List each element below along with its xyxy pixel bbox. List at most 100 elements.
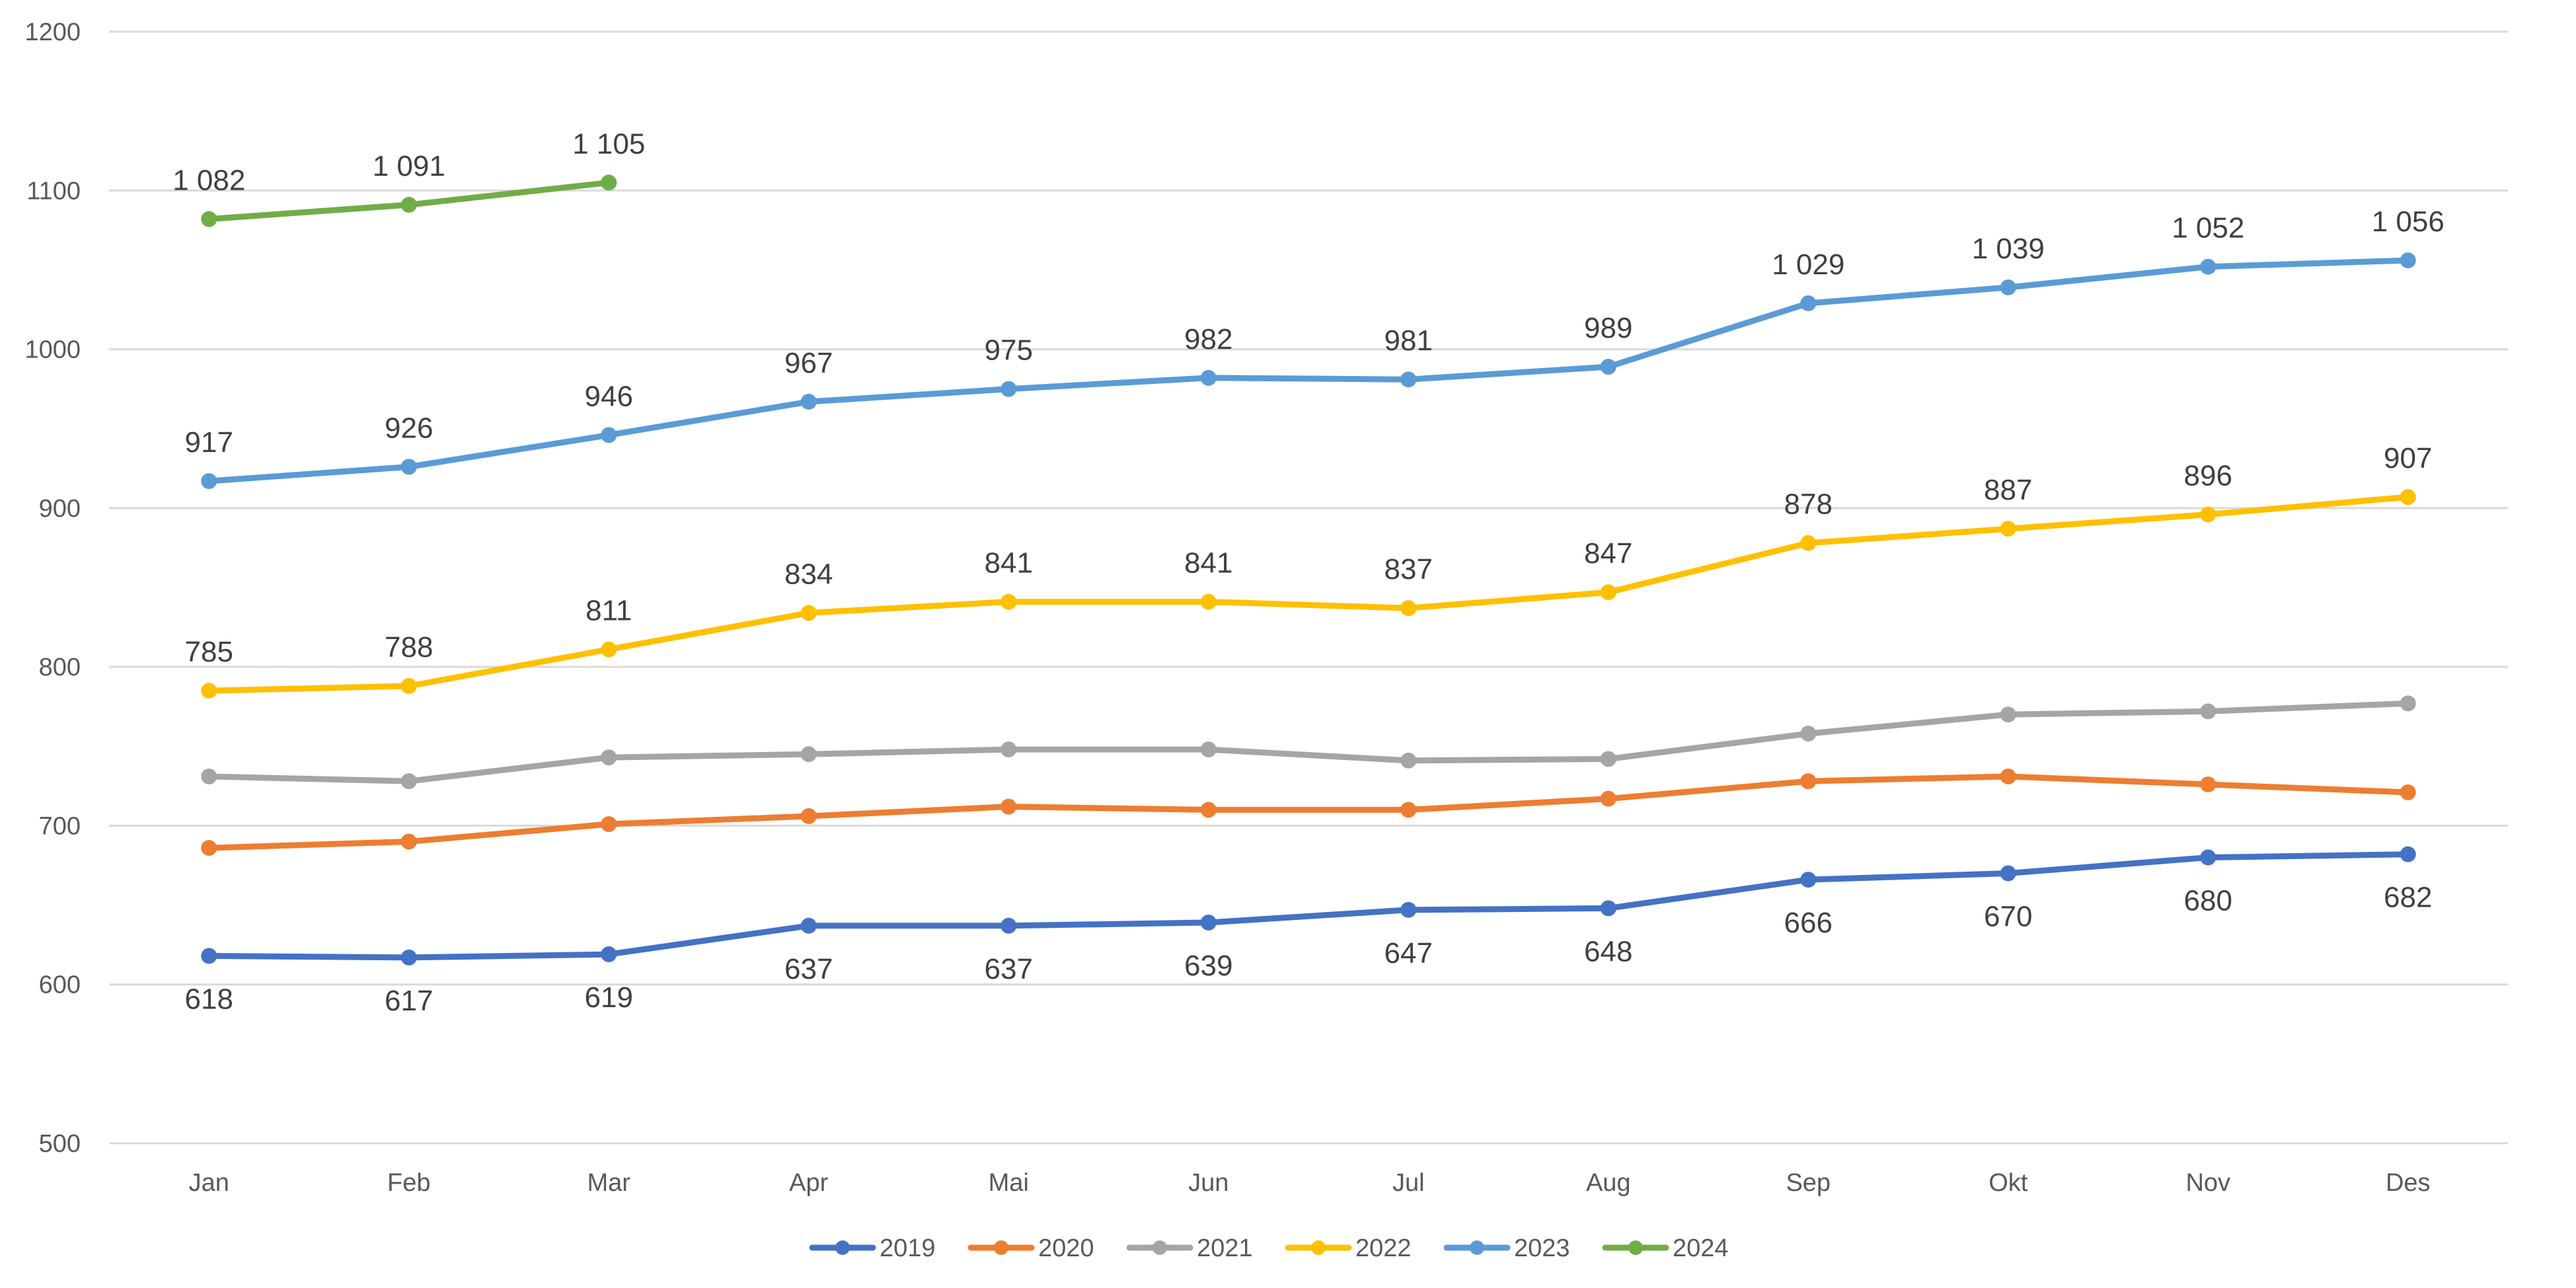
series-2020 (201, 768, 2416, 856)
data-point-2021 (400, 773, 417, 790)
data-label-2019: 619 (585, 981, 633, 1014)
y-tick-label: 1100 (26, 177, 81, 205)
x-tick-label: Nov (2185, 1169, 2230, 1197)
data-label-2023: 967 (784, 347, 833, 379)
y-tick-label: 500 (39, 1130, 81, 1158)
data-point-2021 (1001, 741, 1017, 758)
x-tick-label: Aug (1586, 1169, 1631, 1197)
data-point-2022 (1200, 593, 1217, 610)
data-point-2022 (2200, 506, 2216, 523)
x-tick-label: Jul (1392, 1169, 1425, 1197)
legend-label: 2021 (1197, 1234, 1253, 1262)
data-label-2023: 981 (1384, 324, 1433, 357)
data-label-2022: 847 (1584, 537, 1632, 570)
data-point-2019 (1200, 915, 1217, 931)
x-tick-label: Okt (1989, 1169, 2028, 1197)
legend-item-2023: 2023 (1443, 1234, 1570, 1262)
series-line-2022 (206, 494, 2411, 694)
series-line-2019 (206, 851, 2411, 961)
y-tick-label: 900 (39, 495, 81, 523)
data-point-2022 (2000, 521, 2016, 537)
legend-label: 2020 (1038, 1234, 1094, 1262)
data-label-2022: 841 (1184, 547, 1232, 580)
data-label-2019: 666 (1784, 907, 1833, 939)
data-point-2022 (201, 683, 217, 699)
data-label-2023: 1 052 (2172, 212, 2244, 245)
data-point-2024 (601, 174, 617, 191)
data-point-2020 (2000, 768, 2016, 784)
legend: 2019 2020 2021 2022 2023 2024 (809, 1234, 1729, 1262)
data-point-2023 (400, 459, 417, 475)
data-label-2019: 618 (185, 983, 233, 1015)
x-tick-label: Jan (189, 1169, 229, 1197)
x-tick-label: Mar (587, 1169, 631, 1197)
data-point-2020 (1800, 773, 1817, 790)
x-tick-label: Feb (387, 1169, 430, 1197)
data-point-2024 (400, 196, 417, 213)
data-label-2022: 907 (2384, 442, 2432, 474)
data-label-2019: 639 (1184, 950, 1232, 982)
data-label-2023: 989 (1584, 312, 1632, 344)
data-point-2019 (1600, 900, 1616, 917)
series-line-2021 (206, 700, 2411, 784)
y-tick-label: 800 (39, 654, 81, 681)
data-label-2022: 896 (2184, 459, 2232, 492)
data-point-2019 (1800, 872, 1817, 888)
y-tick-label: 1200 (24, 19, 81, 46)
data-point-2020 (2200, 776, 2216, 792)
data-point-2019 (201, 948, 217, 964)
y-axis-ticks: 500 600 700 800 900 1000 1100 1200 (24, 19, 81, 1158)
data-point-2019 (800, 917, 817, 934)
data-label-2019: 637 (784, 953, 833, 985)
y-tick-label: 1000 (24, 336, 81, 364)
data-label-2023: 946 (585, 380, 633, 412)
legend-item-2024: 2024 (1602, 1234, 1729, 1262)
series-2023 (201, 252, 2416, 490)
data-point-2021 (2200, 703, 2216, 720)
data-point-2021 (1800, 726, 1817, 742)
data-label-2022: 878 (1784, 488, 1833, 521)
legend-item-2020: 2020 (967, 1234, 1094, 1262)
legend-label: 2023 (1514, 1234, 1570, 1262)
data-point-2021 (800, 746, 817, 763)
data-point-2019 (2200, 849, 2216, 866)
data-label-2019: 647 (1384, 937, 1433, 969)
data-point-2022 (1400, 600, 1417, 617)
x-tick-label: Apr (789, 1169, 828, 1197)
data-point-2019 (1400, 901, 1417, 918)
data-point-2022 (601, 641, 617, 658)
series-group (201, 174, 2416, 966)
data-label-2022: 837 (1384, 553, 1433, 586)
data-point-2020 (201, 840, 217, 856)
series-2019 (201, 846, 2416, 966)
data-point-2023 (201, 473, 217, 490)
legend-label: 2024 (1673, 1234, 1729, 1262)
data-point-2023 (1400, 371, 1417, 388)
data-point-2022 (800, 605, 817, 621)
legend-swatch-marker (1470, 1240, 1484, 1255)
data-point-2023 (601, 427, 617, 443)
data-label-2019: 670 (1984, 901, 2032, 933)
data-point-2020 (1200, 802, 1217, 818)
data-label-2023: 982 (1184, 323, 1232, 356)
data-label-2022: 785 (185, 636, 233, 668)
data-point-2022 (2400, 489, 2416, 506)
data-point-2023 (2400, 252, 2416, 269)
series-line-2023 (206, 257, 2411, 484)
legend-swatch-marker (1311, 1240, 1326, 1255)
data-label-2024: 1 082 (172, 165, 245, 197)
legend-label: 2022 (1355, 1234, 1412, 1262)
legend-item-2022: 2022 (1285, 1234, 1412, 1262)
data-point-2019 (400, 949, 417, 966)
data-label-2019: 637 (985, 953, 1033, 985)
data-point-2021 (2400, 695, 2416, 712)
legend-swatch-marker (994, 1240, 1008, 1255)
data-point-2021 (1600, 751, 1616, 767)
data-label-2023: 1 056 (2372, 206, 2444, 238)
data-point-2022 (1600, 584, 1616, 601)
data-point-2023 (1001, 381, 1017, 397)
data-label-2022: 788 (385, 631, 433, 663)
data-point-2020 (1600, 790, 1616, 807)
data-point-2019 (2400, 846, 2416, 862)
